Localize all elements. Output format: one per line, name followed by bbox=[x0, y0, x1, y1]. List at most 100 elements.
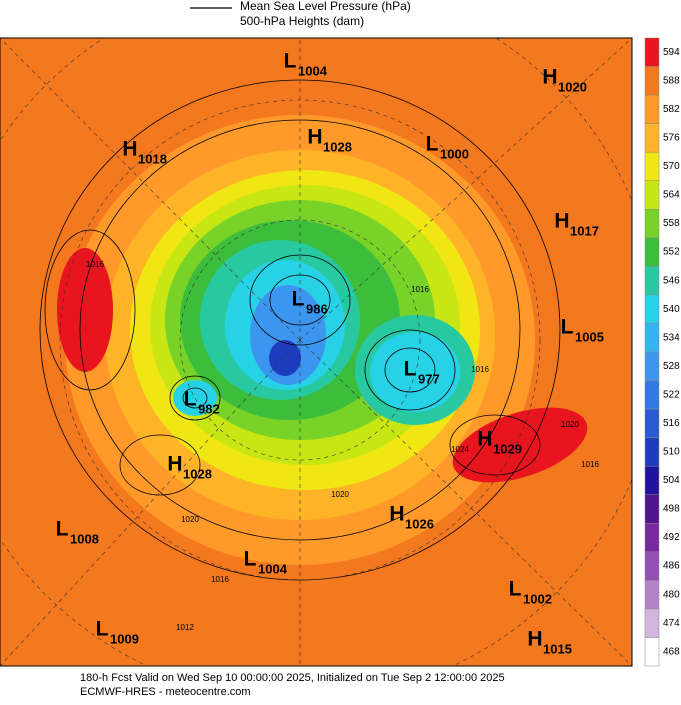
center-symbol: H bbox=[307, 126, 322, 149]
center-pressure: 1000 bbox=[440, 146, 469, 161]
center-symbol: L bbox=[404, 358, 417, 381]
contour-label: 1020 bbox=[181, 515, 199, 524]
colorbar-label: 474 bbox=[663, 618, 680, 629]
center-symbol: L bbox=[561, 316, 574, 339]
height-area bbox=[57, 248, 113, 372]
height-area bbox=[452, 407, 588, 483]
colorbar-cell bbox=[644, 580, 660, 610]
contour-label: 1016 bbox=[211, 575, 229, 584]
contour-label: 1016 bbox=[581, 460, 599, 469]
legend-heights: 500-hPa Heights (dam) bbox=[240, 14, 364, 28]
center-symbol: L bbox=[426, 133, 439, 156]
colorbar-label: 468 bbox=[663, 646, 680, 657]
colorbar: 594 588 582 576 570 564 558 552 546 540 534 528 522 5… bbox=[644, 37, 680, 667]
center-symbol: H bbox=[389, 503, 404, 526]
contour-label: 1024 bbox=[451, 445, 469, 454]
colorbar-label: 492 bbox=[663, 532, 680, 543]
colorbar-cell bbox=[644, 37, 660, 67]
colorbar-cell bbox=[644, 266, 660, 296]
colorbar-label: 582 bbox=[663, 104, 680, 115]
center-symbol: L bbox=[244, 548, 257, 571]
center-pressure: 1004 bbox=[298, 63, 328, 78]
footer-source: ECMWF-HRES - meteocentre.com bbox=[80, 686, 251, 698]
center-symbol: L bbox=[184, 388, 197, 411]
center-symbol: L bbox=[292, 288, 305, 311]
center-pressure: 982 bbox=[198, 401, 220, 416]
colorbar-label: 552 bbox=[663, 247, 680, 258]
colorbar-label: 510 bbox=[663, 447, 680, 458]
center-pressure: 1028 bbox=[323, 139, 352, 154]
colorbar-cell bbox=[644, 151, 660, 181]
colorbar-cell bbox=[644, 209, 660, 239]
colorbar-label: 540 bbox=[663, 304, 680, 315]
height-area bbox=[173, 380, 217, 416]
contour-label: 1016 bbox=[86, 260, 104, 269]
contour-label: 1016 bbox=[411, 285, 429, 294]
contour-label: 1016 bbox=[471, 365, 489, 374]
center-pressure: 1028 bbox=[183, 466, 212, 481]
colorbar-label: 528 bbox=[663, 361, 680, 372]
center-symbol: L bbox=[96, 618, 109, 641]
center-pressure: 1018 bbox=[138, 151, 167, 166]
colorbar-label: 576 bbox=[663, 133, 680, 144]
colorbar-cell bbox=[644, 380, 660, 410]
center-symbol: L bbox=[56, 518, 69, 541]
map bbox=[0, 37, 633, 667]
center-symbol: L bbox=[284, 50, 297, 73]
center-pressure: 1029 bbox=[493, 441, 522, 456]
colorbar-cell bbox=[644, 66, 660, 96]
contour-labels: 1016 1024 1020 1016 1016 1020 1016 1012 1016 1020 bbox=[86, 260, 599, 632]
center-symbol: H bbox=[527, 628, 542, 651]
center-pressure: 1026 bbox=[405, 516, 434, 531]
center-pressure: 1004 bbox=[258, 561, 288, 576]
center-pressure: 1017 bbox=[570, 223, 599, 238]
colorbar-cell bbox=[644, 608, 660, 638]
colorbar-label: 522 bbox=[663, 389, 680, 400]
colorbar-label: 504 bbox=[663, 475, 680, 486]
center-pressure: 1008 bbox=[70, 531, 99, 546]
contour-label: 1020 bbox=[331, 490, 349, 499]
colorbar-label: 486 bbox=[663, 561, 680, 572]
colorbar-cell bbox=[644, 180, 660, 210]
colorbar-label: 498 bbox=[663, 504, 680, 515]
colorbar-label: 480 bbox=[663, 589, 680, 600]
height-area bbox=[370, 332, 460, 412]
colorbar-label: 588 bbox=[663, 75, 680, 86]
center-symbol: H bbox=[542, 66, 557, 89]
colorbar-cell bbox=[644, 351, 660, 381]
center-pressure: 977 bbox=[418, 371, 440, 386]
colorbar-label: 564 bbox=[663, 190, 680, 201]
colorbar-cell bbox=[644, 494, 660, 524]
colorbar-cell bbox=[644, 237, 660, 267]
colorbar-cell bbox=[644, 551, 660, 581]
contour-label: 1020 bbox=[561, 420, 579, 429]
center-symbol: H bbox=[477, 428, 492, 451]
legend-mslp: Mean Sea Level Pressure (hPa) bbox=[240, 0, 411, 13]
center-pressure: 1015 bbox=[543, 641, 572, 656]
colorbar-cell bbox=[644, 523, 660, 553]
colorbar-label: 546 bbox=[663, 275, 680, 286]
center-pressure: 1020 bbox=[558, 79, 587, 94]
colorbar-cell bbox=[644, 465, 660, 495]
footer-valid: 180-h Fcst Valid on Wed Sep 10 00:00:00 … bbox=[80, 672, 505, 684]
center-symbol: L bbox=[509, 578, 522, 601]
contour-label: 1012 bbox=[176, 623, 194, 632]
colorbar-label: 516 bbox=[663, 418, 680, 429]
center-symbol: H bbox=[122, 138, 137, 161]
map-frame bbox=[0, 37, 633, 667]
center-pressure: 1002 bbox=[523, 591, 552, 606]
height-area bbox=[269, 340, 301, 376]
colorbar-cell bbox=[644, 437, 660, 467]
colorbar-label: 558 bbox=[663, 218, 680, 229]
colorbar-label: 594 bbox=[663, 47, 680, 58]
colorbar-label: 570 bbox=[663, 161, 680, 172]
center-symbol: H bbox=[554, 210, 569, 233]
center-symbol: H bbox=[167, 453, 182, 476]
colorbar-cell bbox=[644, 323, 660, 353]
colorbar-cell bbox=[644, 408, 660, 438]
center-pressure: 1009 bbox=[110, 631, 139, 646]
center-pressure: 986 bbox=[306, 301, 328, 316]
colorbar-cell bbox=[644, 123, 660, 153]
